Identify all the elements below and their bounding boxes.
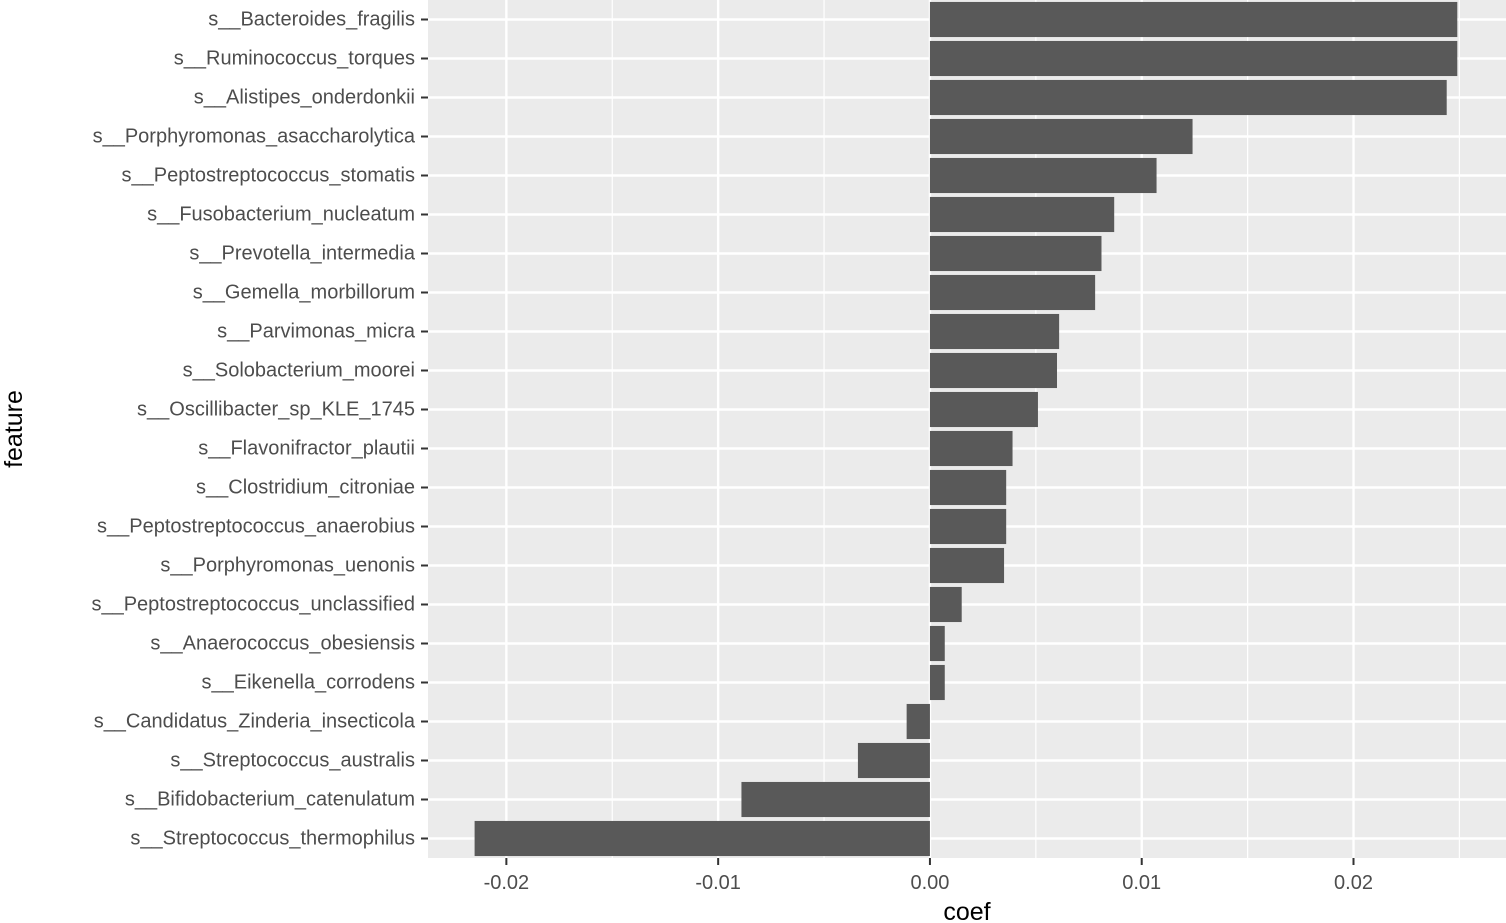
x-tick-label: 0.01 [1122, 872, 1161, 894]
bar-18 [929, 664, 945, 701]
bar-19 [906, 703, 930, 740]
y-tick-label: s__Streptococcus_thermophilus [130, 828, 415, 850]
y-axis: s__Bacteroides_fragilis s__Ruminococcus_t… [91, 9, 428, 850]
bar-16 [929, 586, 962, 623]
y-tick-label: s__Parvimonas_micra [217, 321, 416, 343]
x-tick-label: -0.01 [695, 872, 741, 894]
y-tick-label: s__Fusobacterium_nucleatum [147, 204, 415, 226]
y-tick-label: s__Ruminococcus_torques [174, 48, 415, 70]
bar-8 [929, 274, 1096, 311]
y-tick-label: s__Porphyromonas_asaccharolytica [93, 126, 416, 148]
bar-2 [929, 40, 1458, 77]
y-tick-label: s__Bifidobacterium_catenulatum [125, 789, 415, 811]
bar-9 [929, 313, 1060, 350]
x-tick-label: -0.02 [484, 872, 530, 894]
bar-7 [929, 235, 1102, 272]
y-tick-label: s__Oscillibacter_sp_KLE_1745 [137, 399, 415, 421]
bar-22 [474, 820, 930, 857]
y-tick-label: s__Bacteroides_fragilis [208, 9, 415, 31]
y-tick-label: s__Alistipes_onderdonkii [194, 87, 415, 109]
y-tick-label: s__Eikenella_corrodens [202, 672, 415, 694]
y-tick-label: s__Candidatus_Zinderia_insecticola [94, 711, 416, 733]
bar-3 [929, 79, 1447, 116]
y-tick-label: s__Prevotella_intermedia [189, 243, 416, 265]
y-axis-title: feature [0, 390, 28, 468]
x-tick-label: 0.00 [910, 872, 949, 894]
bar-11 [929, 391, 1038, 428]
bar-5 [929, 157, 1157, 194]
bar-14 [929, 508, 1007, 545]
y-tick-label: s__Clostridium_citroniae [196, 477, 415, 499]
y-tick-label: s__Gemella_morbillorum [193, 282, 415, 304]
y-tick-label: s__Peptostreptococcus_anaerobius [97, 516, 415, 538]
x-axis: -0.02 -0.01 0.00 0.01 0.02 [484, 858, 1373, 894]
y-tick-label: s__Peptostreptococcus_stomatis [122, 165, 416, 187]
bar-10 [929, 352, 1058, 389]
x-tick-label: 0.02 [1334, 872, 1373, 894]
bar-4 [929, 118, 1193, 155]
bar-17 [929, 625, 945, 662]
bar-1 [929, 1, 1458, 38]
y-tick-label: s__Peptostreptococcus_unclassified [91, 594, 415, 616]
bars-group [474, 1, 1458, 857]
bar-13 [929, 469, 1007, 506]
bar-21 [741, 781, 930, 818]
y-tick-label: s__Streptococcus_australis [170, 750, 415, 772]
x-axis-title: coef [943, 898, 990, 923]
bar-15 [929, 547, 1005, 584]
bar-6 [929, 196, 1115, 233]
bar-12 [929, 430, 1013, 467]
y-tick-label: s__Solobacterium_moorei [183, 360, 415, 382]
y-tick-label: s__Porphyromonas_uenonis [160, 555, 415, 577]
y-tick-label: s__Anaerococcus_obesiensis [150, 633, 415, 655]
bar-20 [857, 742, 930, 779]
y-tick-label: s__Flavonifractor_plautii [198, 438, 415, 460]
